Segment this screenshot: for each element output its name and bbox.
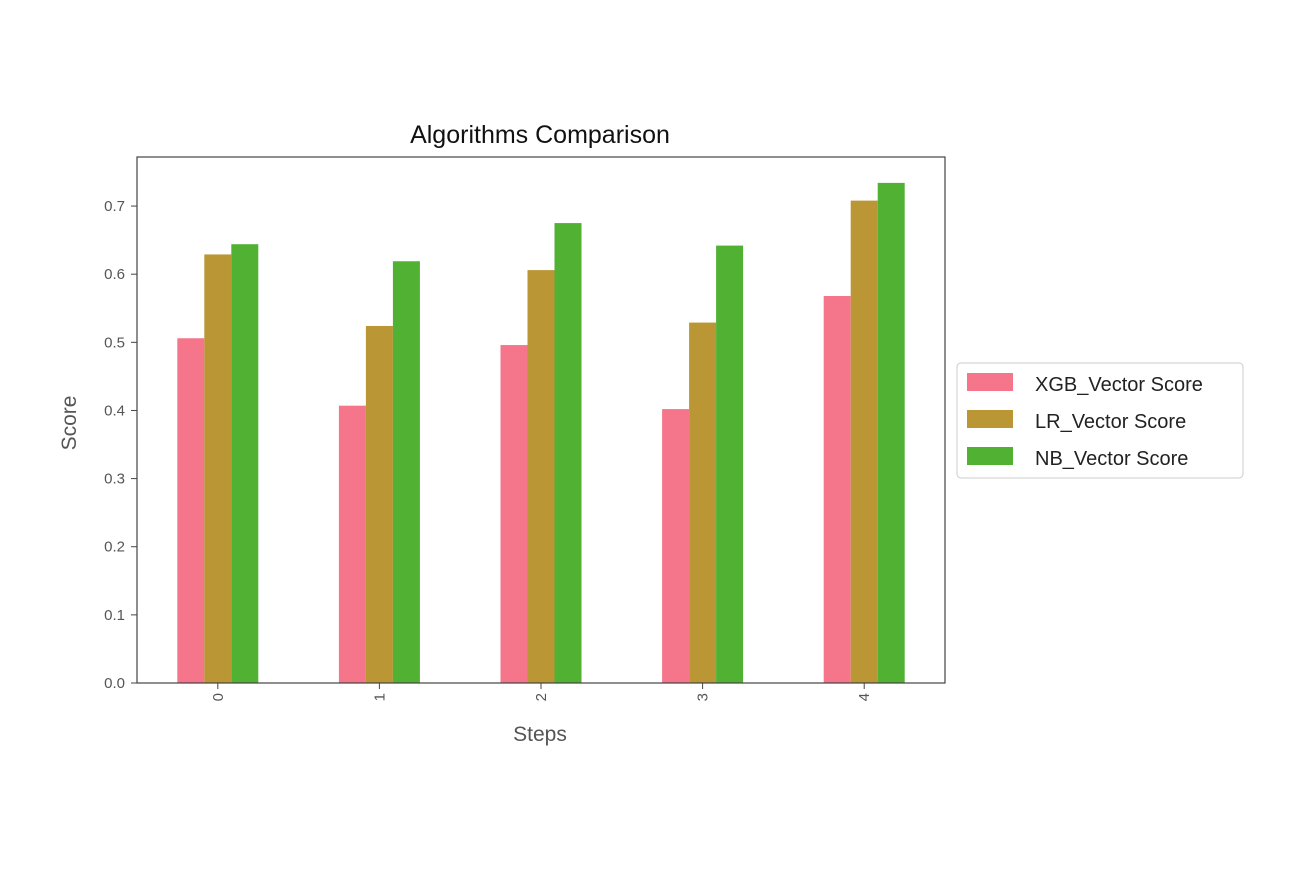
bar-nb-vector-score-step-3 xyxy=(716,245,744,683)
y-axis-ticks: 0.0 0.1 0.2 0.3 0.4 0.5 0.6 0.7 xyxy=(104,198,137,692)
y-tick-label: 0.1 xyxy=(104,607,125,624)
bar-xgb-vector-score-step-1 xyxy=(338,405,366,683)
legend: XGB_Vector Score LR_Vector Score NB_Vector… xyxy=(956,362,1244,479)
y-axis-label: Score xyxy=(58,396,81,451)
x-tick-label: 3 xyxy=(695,693,712,701)
y-tick-label: 0.7 xyxy=(104,198,125,215)
bar-xgb-vector-score-step-3 xyxy=(662,409,690,683)
legend-label: NB_Vector Score xyxy=(1035,448,1188,470)
legend-swatch xyxy=(967,373,1013,391)
bar-nb-vector-score-step-2 xyxy=(554,223,582,683)
bar-lr-vector-score-step-4 xyxy=(850,200,878,684)
bar-xgb-vector-score-step-4 xyxy=(823,295,851,683)
y-tick-label: 0.0 xyxy=(104,675,125,692)
legend-swatch xyxy=(967,410,1013,428)
bar-nb-vector-score-step-1 xyxy=(392,261,420,683)
bar-xgb-vector-score-step-2 xyxy=(500,345,528,683)
y-tick-label: 0.5 xyxy=(104,334,125,351)
legend-box xyxy=(956,362,1244,479)
bar-lr-vector-score-step-2 xyxy=(527,270,555,683)
legend-label: LR_Vector Score xyxy=(1035,411,1186,433)
x-tick-label: 0 xyxy=(210,693,227,701)
x-tick-label: 4 xyxy=(856,693,873,701)
bar-lr-vector-score-step-3 xyxy=(689,322,717,683)
bar-nb-vector-score-step-4 xyxy=(877,182,905,683)
y-tick-label: 0.4 xyxy=(104,402,125,419)
x-axis-label: Steps xyxy=(513,723,567,746)
y-tick-label: 0.2 xyxy=(104,539,125,556)
x-tick-label: 1 xyxy=(371,693,388,701)
legend-label: XGB_Vector Score xyxy=(1035,374,1203,396)
y-tick-label: 0.6 xyxy=(104,266,125,283)
chart-title: Algorithms Comparison xyxy=(410,121,670,149)
bar-nb-vector-score-step-0 xyxy=(231,244,259,683)
bars-group xyxy=(177,182,905,684)
x-tick-label: 2 xyxy=(533,693,550,701)
y-tick-label: 0.3 xyxy=(104,471,125,488)
bar-xgb-vector-score-step-0 xyxy=(177,338,205,683)
bar-lr-vector-score-step-0 xyxy=(204,254,232,683)
bar-lr-vector-score-step-1 xyxy=(365,325,393,683)
legend-swatch xyxy=(967,447,1013,465)
x-axis-ticks: 0 1 2 3 4 xyxy=(210,683,873,701)
